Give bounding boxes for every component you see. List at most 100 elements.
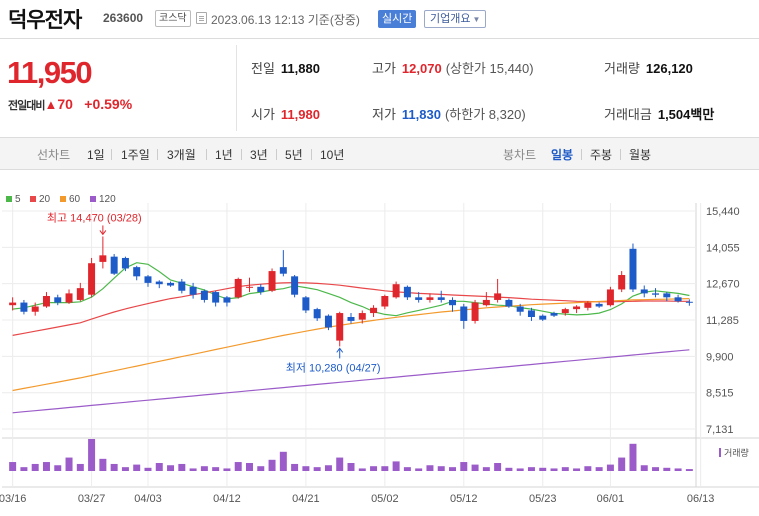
company-overview-dropdown[interactable]: 기업개요 ▼ [424,10,487,28]
x-tick-label: 06/13 [687,493,715,505]
candle-body [629,248,637,290]
tab-3m[interactable]: 3개월 [167,148,196,162]
candle-body [133,267,141,277]
x-tick-label: 05/23 [529,493,557,505]
volume-bar [324,465,332,471]
legend-swatch [30,196,36,202]
tab-1w[interactable]: 1주일 [121,148,150,162]
candle-body [539,315,547,320]
volume-bar [144,467,152,471]
line-chart-label: 선차트 [37,148,71,162]
candle-body [268,271,276,291]
tab-monthly[interactable]: 월봉 [629,148,652,162]
volume-bar [663,467,671,471]
volume-bar [133,464,141,471]
realtime-button[interactable]: 실시간 [378,10,417,28]
volume-bar [268,459,276,471]
stat-label: 시가 [251,107,275,122]
candle-body [573,306,581,310]
divider [206,149,207,160]
candle-body [618,275,626,290]
tab-10y[interactable]: 10년 [320,148,345,162]
divider [236,45,237,131]
candle-body [279,267,287,274]
volume-bar [652,467,660,471]
candle-body [200,290,208,300]
stat-value: 11,880 [280,61,320,76]
tab-3y[interactable]: 3년 [250,148,268,162]
volume-bar [494,463,502,471]
volume-bar [381,466,389,471]
volume-bar [527,467,535,471]
volume-bar [403,467,411,471]
divider [620,149,621,160]
candle-body [595,303,603,307]
divider [0,38,759,39]
volume-bar [167,465,175,471]
stat-label: 거래량 [604,61,640,76]
volume-bar [358,468,366,471]
volume-bar [539,467,547,471]
y-tick-label: 9,900 [706,351,734,363]
calendar-icon [196,12,207,24]
stat-value: 11,980 [280,107,320,122]
volume-bar [110,463,118,471]
candle-body [54,297,62,303]
legend-swatch [90,196,96,202]
candle-body [65,293,73,303]
tab-5y[interactable]: 5년 [285,148,303,162]
candle-body [155,281,163,285]
candle-body [178,281,186,291]
volume-bar [189,468,197,471]
volume-bar [573,468,581,471]
candle-body [381,296,389,307]
up-triangle-icon: ▲ [44,97,58,112]
price-change: 전일대비▲70 +0.59% [8,96,132,113]
candle-body [291,276,299,295]
candle-body [482,299,490,306]
tab-daily[interactable]: 일봉 [551,148,574,162]
stat-amount: 거래대금 1,504백만 [604,104,714,123]
candle-body [640,289,648,294]
candle-body [223,297,231,303]
tab-1d[interactable]: 1일 [87,148,105,162]
x-tick-label: 05/12 [450,493,478,505]
candle-body [31,306,39,312]
y-tick-label: 7,131 [706,424,734,436]
candle-body [88,263,96,295]
candle-body [99,255,107,262]
stat-value: 11,830 [401,107,441,122]
candle-body [449,299,457,306]
volume-bar [460,462,468,471]
low-marker-arrowhead [336,347,344,353]
volume-bar [415,468,423,471]
candle-body [527,310,535,317]
volume-label: 거래량 [724,447,749,458]
legend-label: 120 [99,194,116,205]
volume-bar [155,463,163,471]
stat-open: 시가 11,980 [251,104,320,123]
candle-body [302,297,310,311]
volume-bar [595,467,603,471]
ma-line-20 [12,281,690,336]
candle-body [652,293,660,295]
tab-weekly[interactable]: 주봉 [590,148,613,162]
volume-bar [245,463,253,471]
volume-bar [516,468,524,471]
candle-body [234,278,242,298]
volume-bar [88,439,96,471]
candle-body [561,309,569,314]
candle-body [245,286,253,288]
x-tick-label: 03/16 [0,493,26,505]
price-chart[interactable]: 15,440 14,055 12,670 11,285 9,900 8,515 7,131 0… [0,171,759,516]
volume-bar [178,463,186,471]
tab-1y[interactable]: 1년 [215,148,233,162]
volume-bar [471,464,479,471]
candle-body [663,293,671,298]
stock-code: 263600 [103,11,144,25]
market-badge: 코스닥 [155,10,191,27]
candle-body [516,306,524,312]
change-label: 전일대비 [8,100,45,112]
volume-bar [279,451,287,471]
x-tick-label: 05/02 [371,493,399,505]
